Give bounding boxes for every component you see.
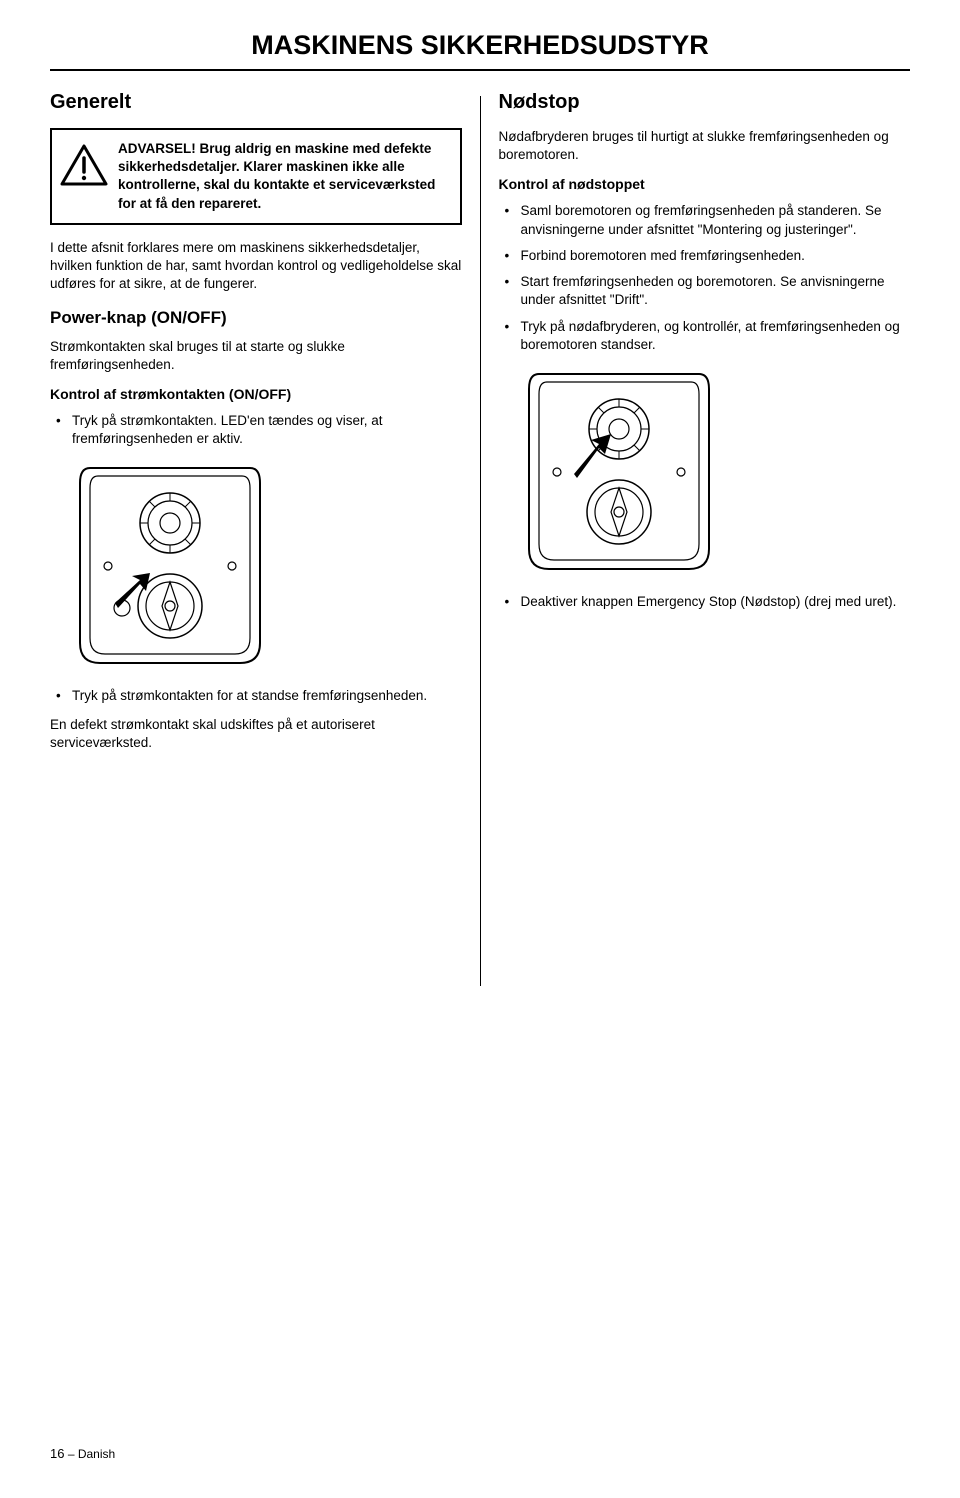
power-description: Strømkontakten skal bruges til at starte… [50,338,462,374]
list-item: Tryk på strømkontakten for at standse fr… [50,687,462,705]
warning-triangle-icon [60,144,108,186]
warning-box: ADVARSEL! Brug aldrig en maskine med def… [50,128,462,225]
page-number: 16 [50,1446,64,1461]
footer-language: Danish [78,1447,115,1461]
bullet-list-nodstop-1: Saml boremotoren og fremføringsenheden p… [499,202,911,354]
heading-kontrol-power: Kontrol af strømkontakten (ON/OFF) [50,386,462,402]
footer-separator: – [68,1447,75,1461]
column-separator [480,96,481,986]
bullet-list-nodstop-2: Deaktiver knappen Emergency Stop (Nødsto… [499,593,911,611]
list-item: Forbind boremotoren med fremføringsenhed… [499,247,911,265]
list-item: Deaktiver knappen Emergency Stop (Nødsto… [499,593,911,611]
list-item: Start fremføringsenheden og boremotoren.… [499,273,911,309]
figure-control-panel-left [70,458,462,673]
page-title: MASKINENS SIKKERHEDSUDSTYR [50,30,910,71]
right-column: Nødstop Nødafbryderen bruges til hurtigt… [499,91,911,986]
bullet-list-power-2: Tryk på strømkontakten for at standse fr… [50,687,462,705]
left-column: Generelt ADVARSEL! Brug aldrig en maskin… [50,91,462,986]
defect-note: En defekt strømkontakt skal udskiftes på… [50,716,462,752]
figure-control-panel-right [519,364,911,579]
nodstop-description: Nødafbryderen bruges til hurtigt at sluk… [499,128,911,164]
heading-kontrol-nodstop: Kontrol af nødstoppet [499,176,911,192]
bullet-list-power-1: Tryk på strømkontakten. LED'en tændes og… [50,412,462,448]
list-item: Tryk på nødafbryderen, og kontrollér, at… [499,318,911,354]
heading-generelt: Generelt [50,91,462,114]
warning-text: ADVARSEL! Brug aldrig en maskine med def… [118,140,450,213]
heading-power-knap: Power-knap (ON/OFF) [50,308,462,328]
heading-nodstop: Nødstop [499,91,911,114]
intro-paragraph: I dette afsnit forklares mere om maskine… [50,239,462,294]
two-column-layout: Generelt ADVARSEL! Brug aldrig en maskin… [50,91,910,986]
list-item: Saml boremotoren og fremføringsenheden p… [499,202,911,238]
list-item: Tryk på strømkontakten. LED'en tændes og… [50,412,462,448]
page-footer: 16 – Danish [50,1446,910,1461]
